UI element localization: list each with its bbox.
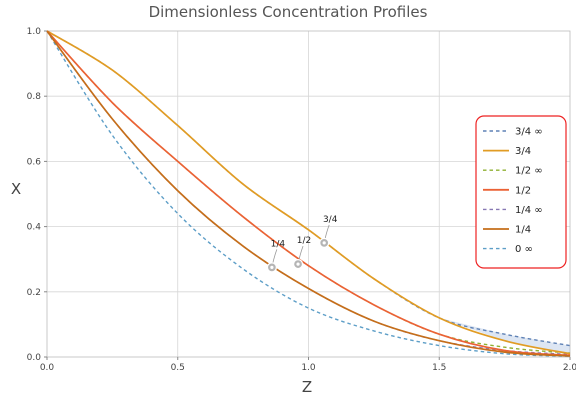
- tick-labels: 0.0 0.5 1.0 1.5 2.0 0.0 0.2 0.4 0.6 0.8 1.0: [27, 27, 576, 373]
- legend-item: 1/4: [483, 225, 531, 236]
- y-tick-label: 0.6: [27, 157, 42, 167]
- callout-marker-dot: [296, 262, 300, 266]
- x-tick-label: 1.0: [301, 363, 316, 373]
- legend-item: 0 ∞: [483, 244, 533, 255]
- legend-label: 0 ∞: [515, 244, 533, 255]
- legend: 3/4 ∞ 3/4 1/2 ∞ 1/2 1/4 ∞ 1/4 0 ∞: [475, 115, 567, 269]
- y-tick-label: 1.0: [27, 27, 42, 37]
- x-tick-label: 0.0: [40, 363, 55, 373]
- legend-label: 1/4 ∞: [515, 205, 543, 216]
- series-line: [46, 30, 571, 356]
- x-tick-label: 0.5: [171, 363, 185, 373]
- y-tick-label: 0.0: [27, 353, 42, 363]
- legend-label: 1/2: [515, 185, 531, 196]
- shaded-band: [439, 317, 570, 354]
- series-line: [46, 30, 571, 358]
- callout-marker-dot: [322, 241, 326, 245]
- series-line: [46, 30, 571, 357]
- x-tick-label: 2.0: [563, 363, 576, 373]
- callout-label: 1/4: [271, 239, 286, 249]
- legend-label: 1/2 ∞: [515, 166, 543, 177]
- legend-label: 1/4: [515, 225, 531, 236]
- y-tick-label: 0.2: [27, 288, 41, 298]
- legend-label: 3/4 ∞: [515, 127, 543, 138]
- legend-item: 3/4 ∞: [483, 127, 543, 138]
- legend-label: 3/4: [515, 146, 531, 157]
- x-tick-label: 1.5: [432, 363, 446, 373]
- y-tick-label: 0.8: [27, 92, 42, 102]
- shaded-area: [439, 317, 570, 354]
- legend-box: [475, 115, 567, 269]
- chart-title: Dimensionless Concentration Profiles: [149, 3, 428, 21]
- annotation-layer: 3/4 1/2 1/4: [266, 215, 338, 273]
- x-axis-label: Z: [302, 378, 312, 396]
- legend-item: 1/2 ∞: [483, 166, 543, 177]
- series-line: [46, 30, 571, 355]
- grid: [47, 31, 570, 357]
- legend-item: 1/2: [483, 185, 531, 196]
- callout-label: 3/4: [323, 215, 338, 225]
- legend-items: 3/4 ∞ 3/4 1/2 ∞ 1/2 1/4 ∞ 1/4 0 ∞: [483, 127, 543, 255]
- y-axis-label: X: [11, 180, 21, 198]
- callout-marker-dot: [270, 265, 274, 269]
- legend-item: 3/4: [483, 146, 531, 157]
- legend-item: 1/4 ∞: [483, 205, 543, 216]
- y-tick-label: 0.4: [27, 223, 42, 233]
- callout-label: 1/2: [297, 236, 311, 246]
